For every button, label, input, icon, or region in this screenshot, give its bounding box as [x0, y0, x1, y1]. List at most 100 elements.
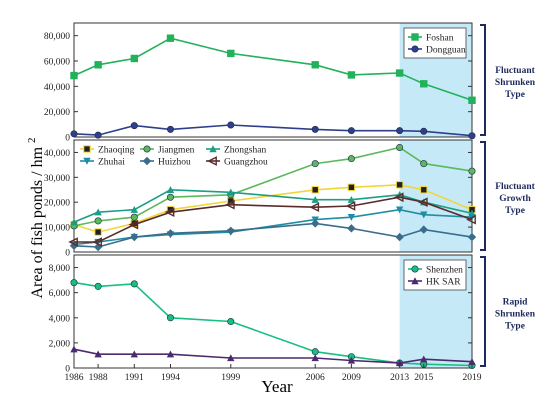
- data-point: [227, 121, 235, 129]
- legend-marker: [142, 156, 152, 166]
- data-point: [420, 355, 428, 363]
- x-axis-label: Year: [261, 377, 293, 396]
- series-huizhou: [69, 219, 477, 252]
- y-tick-label: 0: [65, 134, 70, 144]
- data-point: [345, 201, 356, 211]
- data-point: [94, 131, 102, 139]
- data-point: [311, 348, 319, 356]
- data-point: [225, 199, 235, 210]
- legend-marker: [83, 157, 91, 165]
- group-type-label: Fluctuant Shrunken Type: [480, 24, 536, 136]
- y-tick-label: 0: [65, 365, 70, 375]
- data-point: [420, 160, 428, 168]
- svg-text:Area of fish ponds / hm: Area of fish ponds / hm 2: [26, 137, 46, 298]
- legend: Zhaoqing Jiangmen Zhongshan Zhuhai Huizhou Gu…: [80, 145, 268, 168]
- y-tick-label: 30,000: [44, 174, 70, 184]
- group-label-line: Fluctuant: [495, 66, 535, 76]
- legend-marker: [207, 156, 217, 166]
- data-point: [417, 197, 428, 208]
- chart-panel-2: 0 10,000 20,000 30,000 40,000 Zhaoqing Jiangme…: [44, 139, 536, 259]
- data-point: [311, 354, 319, 362]
- series-line: [73, 348, 473, 364]
- data-point: [166, 34, 175, 42]
- x-tick-label: 2013: [390, 373, 409, 383]
- legend-label: Dongguan: [426, 46, 466, 56]
- x-tick-label: 1994: [161, 373, 180, 383]
- legend-marker: [143, 145, 151, 153]
- series-line: [73, 222, 473, 248]
- legend-label: Huizhou: [158, 158, 191, 168]
- series-line: [73, 37, 473, 102]
- x-tick-label: 2006: [306, 373, 325, 383]
- legend-label: Foshan: [426, 34, 454, 44]
- x-tick-label: 2015: [414, 373, 433, 383]
- y-tick-label: 8,000: [49, 264, 71, 274]
- data-point: [227, 49, 235, 58]
- y-axis-label: Area of fish ponds / hm 2: [26, 137, 46, 298]
- series-hk-sar: [70, 345, 476, 367]
- data-point: [166, 125, 174, 133]
- data-point: [420, 80, 428, 88]
- legend-label: Zhaoqing: [98, 146, 135, 156]
- group-bracket: [480, 141, 486, 251]
- group-label-line: Fluctuant: [495, 182, 535, 192]
- group-type-label: Fluctuant Growth Type: [480, 141, 536, 251]
- group-label-line: Rapid: [503, 298, 529, 308]
- series-line: [73, 281, 473, 367]
- group-bracket: [480, 24, 486, 136]
- series-line: [73, 208, 473, 246]
- y-tick-label: 20,000: [44, 108, 70, 118]
- group-label-line: Growth: [499, 194, 531, 204]
- data-point: [94, 61, 102, 69]
- series-line: [73, 146, 473, 227]
- data-point: [94, 350, 102, 358]
- data-point: [347, 183, 356, 191]
- data-point: [396, 127, 404, 135]
- data-point: [164, 207, 175, 218]
- data-point: [467, 232, 477, 242]
- data-point: [347, 224, 356, 233]
- data-point: [226, 226, 235, 236]
- data-point: [419, 225, 428, 234]
- data-point: [227, 188, 235, 196]
- data-point: [347, 213, 356, 221]
- data-point: [130, 54, 139, 63]
- data-point: [70, 345, 78, 353]
- data-point: [466, 214, 476, 225]
- data-point: [166, 193, 174, 201]
- legend-label: Shenzhen: [426, 266, 463, 276]
- x-tick-label: 2019: [463, 373, 482, 383]
- data-point: [130, 280, 138, 288]
- y-tick-label: 40,000: [44, 149, 70, 159]
- data-point: [130, 122, 138, 130]
- legend-label: HK SAR: [426, 278, 461, 288]
- data-point: [395, 232, 404, 242]
- data-point: [128, 219, 139, 230]
- data-point: [70, 279, 78, 287]
- data-point: [311, 196, 319, 203]
- data-point: [311, 219, 320, 228]
- group-label-line: Type: [505, 206, 525, 216]
- data-point: [311, 61, 319, 69]
- data-point: [393, 192, 404, 203]
- x-tick-label: 1988: [89, 373, 108, 383]
- legend-label: Zhongshan: [224, 146, 266, 156]
- x-tick-label: 2009: [342, 373, 361, 383]
- panel-frame: [73, 22, 473, 138]
- data-point: [94, 217, 102, 225]
- data-point: [130, 213, 138, 221]
- data-point: [468, 132, 476, 140]
- data-point: [130, 205, 139, 213]
- data-point: [468, 358, 476, 365]
- group-label-line: Type: [505, 90, 525, 100]
- chart-panel-3: 0 2,000 4,000 6,000 8,000 Shenzhen HK SAR Rapid…: [49, 254, 536, 375]
- y-tick-label: 4,000: [49, 314, 71, 324]
- data-point: [227, 354, 235, 362]
- data-point: [347, 127, 355, 135]
- y-tick-label: 6,000: [49, 289, 71, 299]
- y-tick-label: 60,000: [44, 58, 70, 68]
- legend-label: Guangzhou: [224, 158, 268, 168]
- panel-frame: [73, 139, 473, 253]
- legend-marker: [411, 33, 419, 41]
